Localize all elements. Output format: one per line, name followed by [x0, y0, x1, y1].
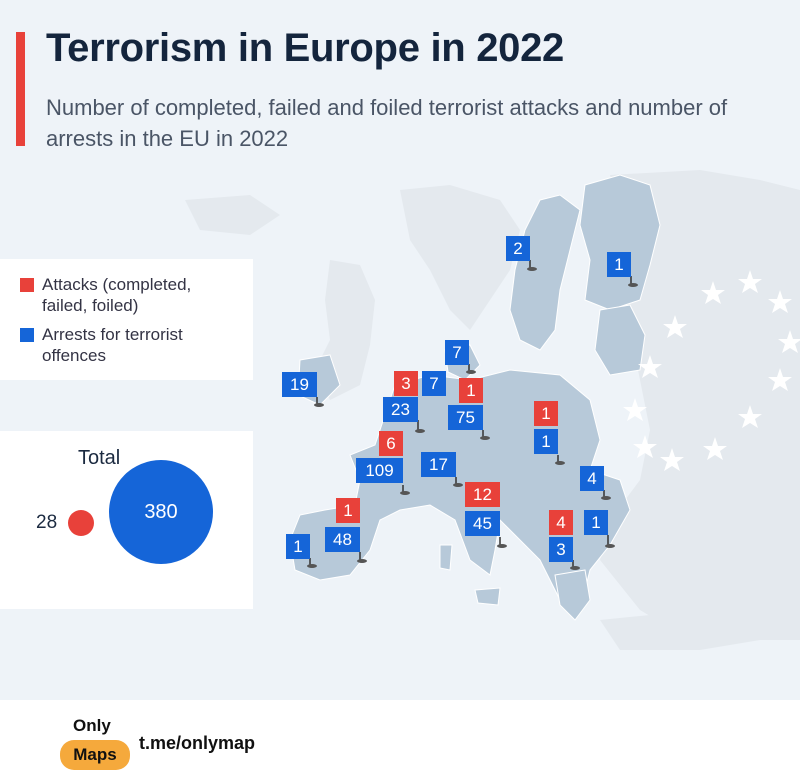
eu-star [738, 270, 762, 293]
legend-item-attacks: Attacks (completed, failed, foiled) [20, 274, 240, 316]
total-label: Total [78, 447, 121, 469]
marker-portugal-arrests: 1 [286, 534, 310, 559]
marker-greece-arrests: 3 [549, 537, 573, 562]
total-arrests-value: 380 [144, 500, 178, 523]
title-accent-bar [16, 32, 25, 146]
total-arrests-circle: 380 [109, 460, 213, 564]
attacks-swatch [20, 278, 34, 292]
marker-slovakia-attacks: 1 [534, 401, 558, 426]
eu-star [768, 290, 792, 313]
eu-star [768, 368, 792, 391]
marker-germany-attacks: 1 [459, 378, 483, 403]
eu-star [703, 437, 727, 460]
arrests-swatch [20, 328, 34, 342]
marker-italy-attacks: 12 [465, 482, 500, 507]
legend: Attacks (completed, failed, foiled) Arre… [0, 259, 253, 380]
marker-belgium-attacks: 3 [394, 371, 418, 396]
total-attacks-value: 28 [36, 512, 58, 533]
footer [0, 700, 800, 782]
page-title: Terrorism in Europe in 2022 [46, 26, 564, 70]
marker-sweden-arrests: 2 [506, 236, 530, 261]
eu-stars [623, 270, 800, 471]
marker-finland-arrests: 1 [607, 252, 631, 277]
channel-link[interactable]: t.me/onlymap [139, 733, 256, 753]
eu-star [638, 355, 662, 378]
page-subtitle: Number of completed, failed and foiled t… [46, 95, 728, 151]
brand-top-text: Only [73, 716, 111, 735]
total-attacks-circle [68, 510, 94, 536]
marker-austria-arrests: 17 [421, 452, 456, 477]
eu-star [701, 281, 725, 304]
eu-star [738, 405, 762, 428]
eu-star [778, 330, 800, 353]
marker-france-attacks: 6 [379, 431, 403, 456]
marker-bulgaria-arrests: 1 [584, 510, 608, 535]
marker-netherlands-arrests: 7 [422, 371, 446, 396]
marker-spain-attacks: 1 [336, 498, 360, 523]
marker-germany-arrests: 75 [448, 405, 483, 430]
marker-belgium-arrests: 23 [383, 397, 418, 422]
marker-spain-arrests: 48 [325, 527, 360, 552]
marker-denmark-arrests: 7 [445, 340, 469, 365]
marker-slovakia-arrests: 1 [534, 429, 558, 454]
eu-star [660, 448, 684, 471]
marker-france-arrests: 109 [356, 458, 403, 483]
legend-attacks-label: Attacks (completed, failed, foiled) [42, 275, 192, 315]
eu-star [633, 435, 657, 458]
legend-arrests-label: Arrests for terrorist offences [42, 325, 183, 365]
legend-item-arrests: Arrests for terrorist offences [20, 324, 240, 366]
brand-bottom-text: Maps [73, 745, 117, 764]
marker-ireland-arrests: 19 [282, 372, 317, 397]
brand-badge: Maps [60, 740, 130, 770]
eu-star [663, 315, 687, 338]
marker-bulgaria-attacks: 4 [549, 510, 573, 535]
marker-romania-arrests: 4 [580, 466, 604, 491]
flag-poles [307, 260, 638, 570]
eu-star [623, 398, 647, 421]
marker-italy-arrests: 45 [465, 511, 500, 536]
